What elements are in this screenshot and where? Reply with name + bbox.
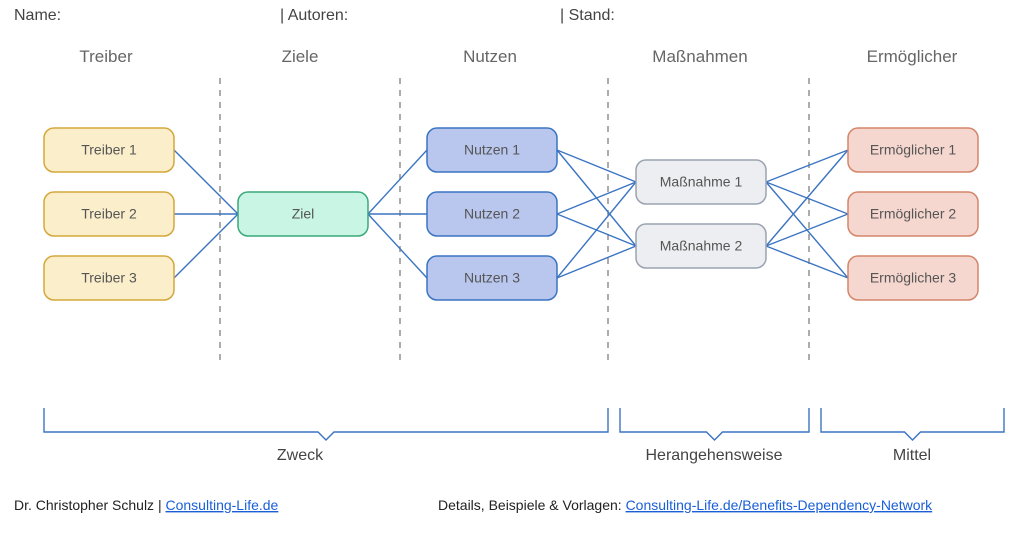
- bracket-herang: [620, 408, 809, 440]
- node-t3: Treiber 3: [44, 256, 174, 300]
- column-header-nutzen: Nutzen: [463, 47, 517, 66]
- footer-details: Details, Beispiele & Vorlagen: Consultin…: [438, 497, 933, 513]
- node-z1: Ziel: [238, 192, 368, 236]
- header-name-label: Name:: [14, 7, 61, 24]
- column-header-massnahmen: Maßnahmen: [652, 47, 747, 66]
- column-header-ermoeglicher: Ermöglicher: [867, 47, 958, 66]
- bracket-zweck: [44, 408, 608, 440]
- node-label-n1: Nutzen 1: [464, 142, 520, 158]
- node-m2: Maßnahme 2: [636, 224, 766, 268]
- node-e3: Ermöglicher 3: [848, 256, 978, 300]
- footer-details-prefix: Details, Beispiele & Vorlagen:: [438, 497, 626, 513]
- bracket-label-zweck: Zweck: [277, 447, 324, 464]
- footer-details-link[interactable]: Consulting-Life.de/Benefits-Dependency-N…: [626, 497, 934, 513]
- header-authors-label: | Autoren:: [280, 7, 348, 24]
- bracket-label-mittel: Mittel: [893, 447, 931, 464]
- node-n2: Nutzen 2: [427, 192, 557, 236]
- node-e2: Ermöglicher 2: [848, 192, 978, 236]
- node-label-n2: Nutzen 2: [464, 206, 520, 222]
- node-t2: Treiber 2: [44, 192, 174, 236]
- edge-m2-e2: [766, 214, 848, 246]
- node-label-e3: Ermöglicher 3: [870, 270, 957, 286]
- edge-m1-e1: [766, 150, 848, 182]
- node-label-t3: Treiber 3: [81, 270, 137, 286]
- node-label-m1: Maßnahme 1: [660, 174, 743, 190]
- footer-author: Dr. Christopher Schulz | Consulting-Life…: [14, 497, 279, 513]
- node-e1: Ermöglicher 1: [848, 128, 978, 172]
- edge-n3-m1: [557, 182, 636, 278]
- edge-t3-z1: [174, 214, 238, 278]
- footer-author-prefix: Dr. Christopher Schulz |: [14, 497, 165, 513]
- edge-n1-m1: [557, 150, 636, 182]
- edge-m2-e3: [766, 246, 848, 278]
- node-t1: Treiber 1: [44, 128, 174, 172]
- benefits-dependency-network-diagram: Name: | Autoren: | Stand: Treiber Ziele Nutze…: [0, 0, 1024, 542]
- node-label-z1: Ziel: [292, 206, 315, 222]
- edge-m2-e1: [766, 150, 848, 246]
- column-header-treiber: Treiber: [79, 47, 133, 66]
- column-header-ziele: Ziele: [282, 47, 319, 66]
- node-n1: Nutzen 1: [427, 128, 557, 172]
- node-m1: Maßnahme 1: [636, 160, 766, 204]
- edge-n3-m2: [557, 246, 636, 278]
- node-label-n3: Nutzen 3: [464, 270, 520, 286]
- edge-z1-n1: [368, 150, 427, 214]
- node-label-t1: Treiber 1: [81, 142, 137, 158]
- edge-z1-n3: [368, 214, 427, 278]
- header-stand-label: | Stand:: [560, 7, 615, 24]
- footer-author-link[interactable]: Consulting-Life.de: [165, 497, 278, 513]
- node-label-t2: Treiber 2: [81, 206, 137, 222]
- edge-t1-z1: [174, 150, 238, 214]
- bracket-mittel: [821, 408, 1004, 440]
- node-label-e1: Ermöglicher 1: [870, 142, 957, 158]
- bracket-label-herang: Herangehensweise: [646, 447, 783, 464]
- node-label-m2: Maßnahme 2: [660, 238, 743, 254]
- edge-n2-m1: [557, 182, 636, 214]
- node-label-e2: Ermöglicher 2: [870, 206, 957, 222]
- node-n3: Nutzen 3: [427, 256, 557, 300]
